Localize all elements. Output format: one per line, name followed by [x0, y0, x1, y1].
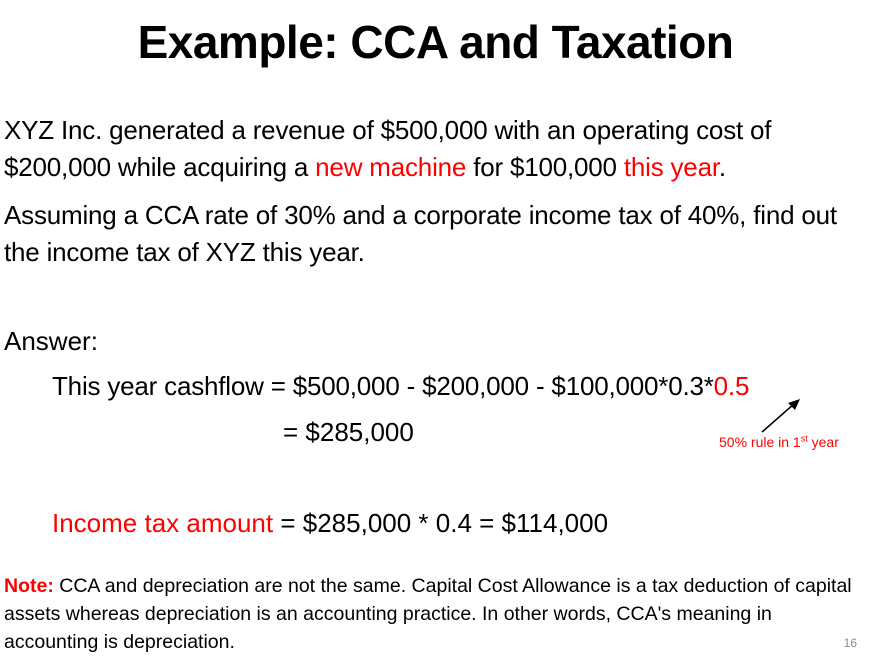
cashflow-equation-main: This year cashflow = $500,000 - $200,000…	[52, 371, 714, 401]
half-year-rule-note: 50% rule in 1st year	[719, 432, 839, 452]
problem-text-a: XYZ Inc. generated a revenue of $500,000…	[4, 115, 772, 182]
highlight-new-machine: new machine	[315, 152, 467, 182]
arrow-up-right-icon	[761, 399, 800, 433]
problem-text-b: for $100,000	[466, 152, 624, 182]
highlight-this-year: this year	[623, 152, 719, 182]
income-tax-label: Income tax amount	[52, 508, 274, 538]
cashflow-equation: This year cashflow = $500,000 - $200,000…	[52, 368, 749, 405]
page-number: 16	[843, 636, 857, 650]
income-tax-calc: = $285,000 * 0.4 = $114,000	[273, 508, 609, 538]
note-label: Note:	[4, 575, 54, 597]
rule-note-text-end: year	[807, 434, 839, 450]
problem-paragraph-2: Assuming a CCA rate of 30% and a corpora…	[4, 200, 837, 267]
note-text: CCA and depreciation are not the same. C…	[4, 575, 852, 653]
problem-text-c: .	[718, 152, 726, 182]
problem-paragraph-1: XYZ Inc. generated a revenue of $500,000…	[4, 112, 870, 186]
answer-label: Answer:	[4, 326, 98, 356]
half-year-factor: 0.5	[713, 371, 750, 401]
income-tax-equation: Income tax amount = $285,000 * 0.4 = $11…	[52, 505, 608, 542]
note-paragraph: Note: CCA and depreciation are not the s…	[4, 572, 854, 656]
slide-title: Example: CCA and Taxation	[137, 16, 734, 68]
rule-note-text: 50% rule in 1	[719, 434, 801, 450]
cashflow-result: = $285,000	[283, 417, 414, 447]
rule-note-superscript: st	[800, 433, 808, 444]
